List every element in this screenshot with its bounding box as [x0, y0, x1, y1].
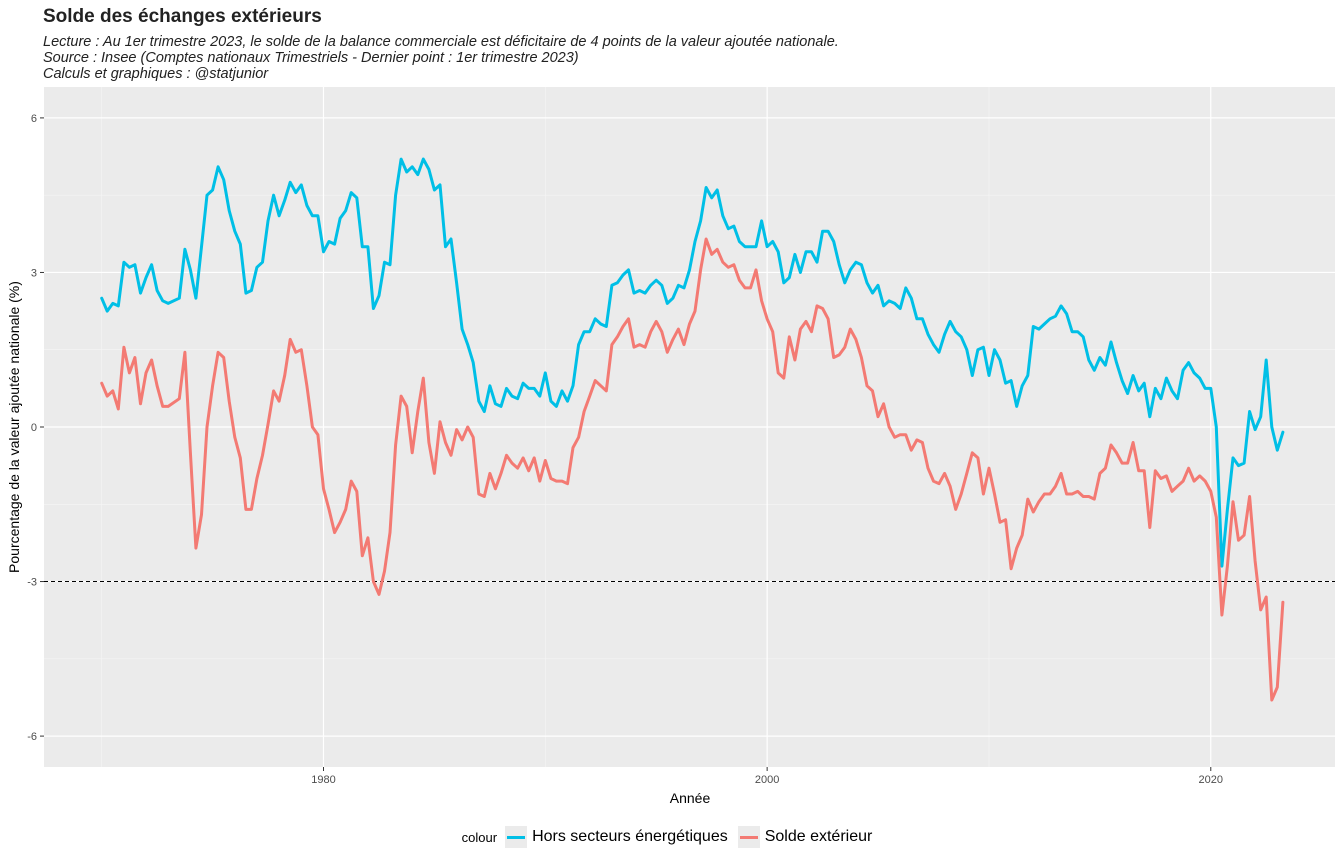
series-line-hors-secteurs — [100, 157, 1285, 568]
subtitle-source: Source : Insee (Comptes nationaux Trimes… — [43, 50, 579, 66]
legend-title: colour — [461, 829, 498, 845]
subtitle-credits: Calculs et graphiques : @statjunior — [43, 66, 269, 82]
series-lines — [100, 157, 1285, 702]
legend-key-hors-secteurs — [505, 826, 528, 848]
axis-ticks: 1980 2000 2020 -6 -3 0 3 6 — [27, 113, 1223, 786]
x-tick-label: 2000 — [755, 774, 779, 786]
y-tick-label: -6 — [27, 731, 37, 743]
x-tick-label: 2020 — [1199, 774, 1223, 786]
legend-item-solde-exterieur[interactable]: Solde extérieur — [737, 826, 873, 848]
x-tick-label: 1980 — [311, 774, 335, 786]
series-line-solde-exterieur — [100, 237, 1285, 702]
chart-title: Solde des échanges extérieurs — [43, 6, 322, 27]
y-tick-label: -3 — [27, 577, 37, 589]
x-axis-title: Année — [670, 790, 711, 806]
y-tick-label: 3 — [31, 267, 37, 279]
legend-label-solde-exterieur: Solde extérieur — [764, 828, 873, 845]
legend-label-hors-secteurs: Hors secteurs énergétiques — [532, 828, 728, 845]
legend-key-solde-exterieur — [737, 826, 760, 848]
y-axis-title: Pourcentage de la valeur ajoutée nationa… — [6, 281, 22, 573]
legend-item-hors-secteurs[interactable]: Hors secteurs énergétiques — [505, 826, 728, 848]
subtitle-lecture: Lecture : Au 1er trimestre 2023, le sold… — [43, 34, 839, 50]
gridlines — [44, 87, 1335, 767]
y-tick-label: 6 — [31, 113, 37, 125]
legend: colour Hors secteurs énergétiques Solde … — [0, 826, 1344, 848]
y-tick-label: 0 — [31, 422, 37, 434]
